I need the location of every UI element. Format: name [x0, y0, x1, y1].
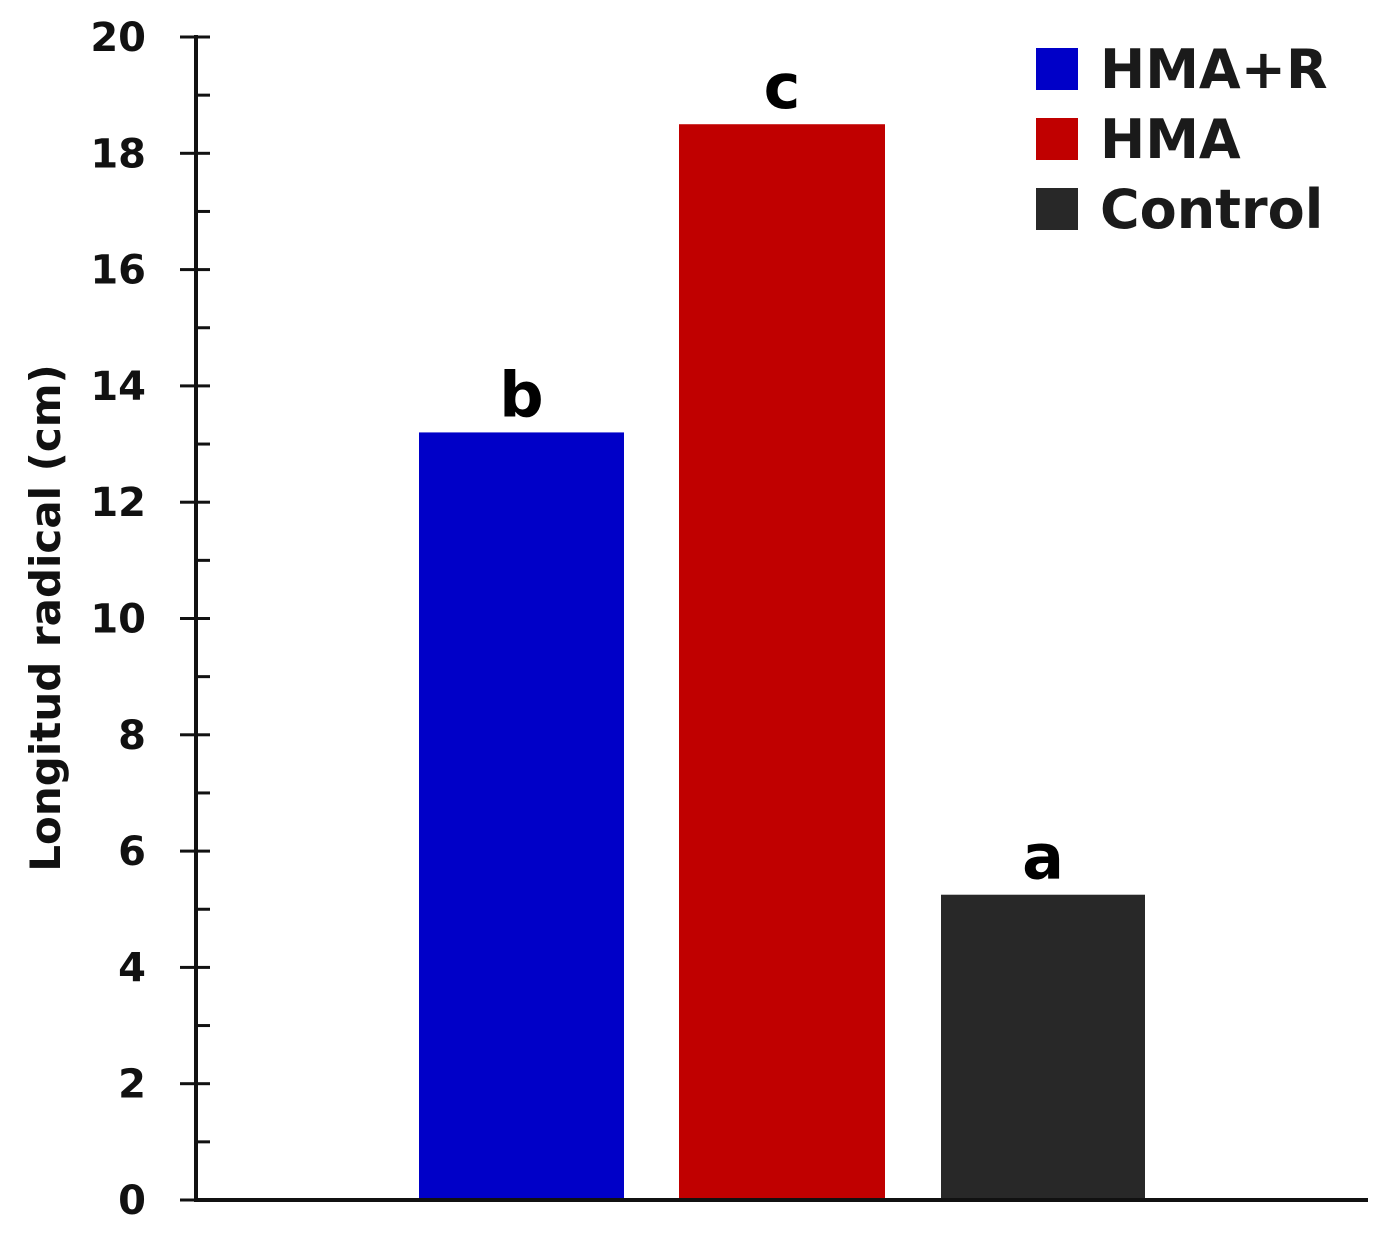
y-tick-label: 8 [118, 713, 146, 759]
y-tick-label: 20 [90, 15, 146, 61]
legend-swatch [1036, 48, 1078, 90]
y-tick-label: 4 [118, 945, 146, 991]
legend-label: Control [1100, 178, 1323, 241]
y-tick-label: 10 [90, 597, 146, 643]
bar-label: c [764, 50, 801, 123]
y-axis-title: Longitud radical (cm) [21, 364, 70, 871]
axes [194, 35, 1368, 1202]
legend-label: HMA+R [1100, 38, 1328, 101]
bar-label: b [499, 358, 543, 431]
y-tick-label: 14 [90, 364, 146, 410]
bar-hma [679, 124, 885, 1201]
y-tick-label: 18 [90, 131, 146, 177]
bars [419, 124, 1145, 1201]
legend-label: HMA [1100, 108, 1241, 171]
y-tick-label: 0 [118, 1178, 146, 1224]
legend-swatch [1036, 118, 1078, 160]
y-tick-label: 12 [90, 480, 146, 526]
y-tick-label: 2 [118, 1062, 146, 1108]
bar-control [941, 894, 1145, 1200]
bar-significance-labels: b c a [499, 50, 1064, 893]
legend: HMA+R HMA Control [1036, 38, 1328, 241]
y-tick-label: 16 [90, 248, 146, 294]
legend-swatch [1036, 188, 1078, 230]
y-axis-ticks: 0 2 4 6 8 10 12 14 16 18 20 [90, 15, 210, 1224]
y-tick-label: 6 [118, 829, 146, 875]
bar-label: a [1022, 821, 1064, 894]
bar-hma-r [419, 432, 624, 1200]
